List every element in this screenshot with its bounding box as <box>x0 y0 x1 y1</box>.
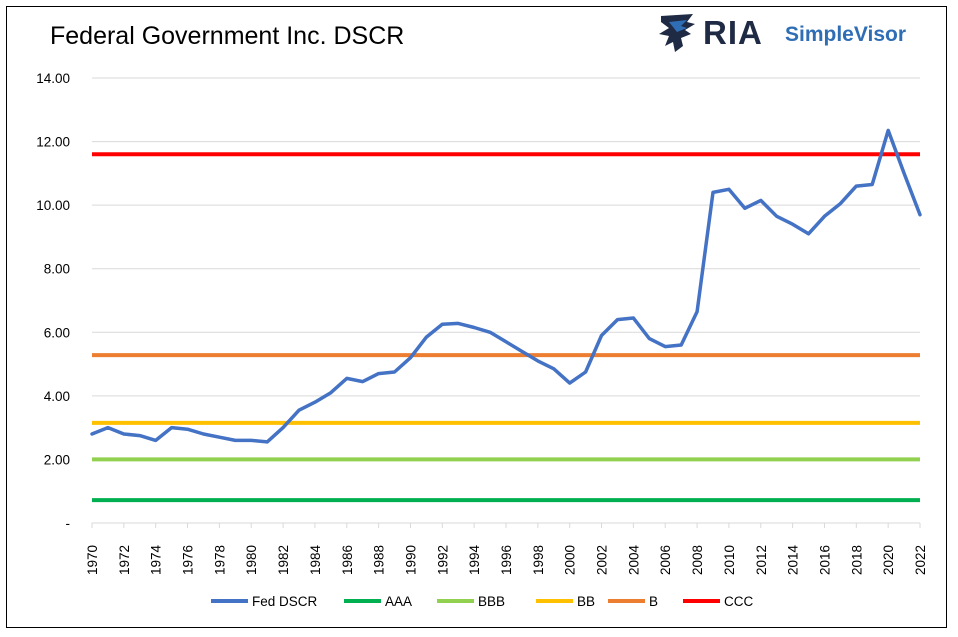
chart-frame <box>6 6 947 628</box>
x-tick-label: 1970 <box>85 545 100 575</box>
legend-label: CCC <box>724 594 753 609</box>
x-tick-label: 2010 <box>722 545 737 575</box>
x-tick-label: 1982 <box>276 545 291 575</box>
logo-ria-text: RIA <box>703 14 763 51</box>
ria-simplevisor-logo: RIA SimpleVisor <box>655 10 925 56</box>
y-tick-label: - <box>66 516 71 531</box>
legend-label: BBB <box>478 594 505 609</box>
x-tick-label: 2018 <box>849 545 864 575</box>
x-tick-label: 2016 <box>817 545 832 575</box>
x-tick-label: 1974 <box>149 544 164 575</box>
x-tick-label: 2012 <box>754 545 769 575</box>
x-tick-label: 1994 <box>467 544 482 575</box>
legend-label: AAA <box>385 594 412 609</box>
logo-simplevisor-text: SimpleVisor <box>785 23 906 46</box>
y-tick-label: 4.00 <box>44 389 70 404</box>
legend-label: BB <box>577 594 595 609</box>
x-tick-label: 2020 <box>881 545 896 575</box>
y-tick-label: 14.00 <box>36 71 70 86</box>
x-tick-label: 2004 <box>626 544 641 575</box>
eagle-icon <box>659 14 695 52</box>
legend: Fed DSCR AAA BBB BB B CCC <box>211 594 753 609</box>
series-line-fed-dscr <box>90 128 922 444</box>
x-tick-label: 1984 <box>308 544 323 575</box>
x-tick-label: 2006 <box>658 545 673 575</box>
x-tick-label: 1976 <box>181 545 196 575</box>
legend-label: B <box>649 594 658 609</box>
x-tick-label: 2022 <box>913 545 928 575</box>
x-tick-label: 1986 <box>340 545 355 575</box>
x-tick-label: 1978 <box>212 545 227 575</box>
series-layer <box>90 128 922 444</box>
x-tick-label: 1992 <box>435 545 450 575</box>
x-tick-label: 2008 <box>690 545 705 575</box>
x-tick-label: 1980 <box>244 545 259 575</box>
x-tick-label: 2002 <box>595 545 610 575</box>
y-tick-label: 6.00 <box>44 325 70 340</box>
x-tick-label: 1990 <box>403 545 418 575</box>
x-tick-label: 1972 <box>117 545 132 575</box>
x-tick-label: 1998 <box>531 545 546 575</box>
y-tick-label: 8.00 <box>44 262 70 277</box>
x-tick-label: 2000 <box>563 545 578 575</box>
x-tick-label: 1996 <box>499 545 514 575</box>
y-tick-label: 10.00 <box>36 198 70 213</box>
legend-label: Fed DSCR <box>252 594 318 609</box>
grid-layer <box>92 77 920 524</box>
x-tick-label: 1988 <box>372 545 387 575</box>
x-tick-label: 2014 <box>786 544 801 575</box>
y-tick-label: 12.00 <box>36 135 70 150</box>
chart-title: Federal Government Inc. DSCR <box>50 22 405 50</box>
axis-layer: - 2.00 4.00 6.00 8.00 10.00 12.00 14.00 1970 1972… <box>36 71 928 575</box>
y-tick-label: 2.00 <box>44 452 70 467</box>
reference-lines <box>92 152 920 503</box>
